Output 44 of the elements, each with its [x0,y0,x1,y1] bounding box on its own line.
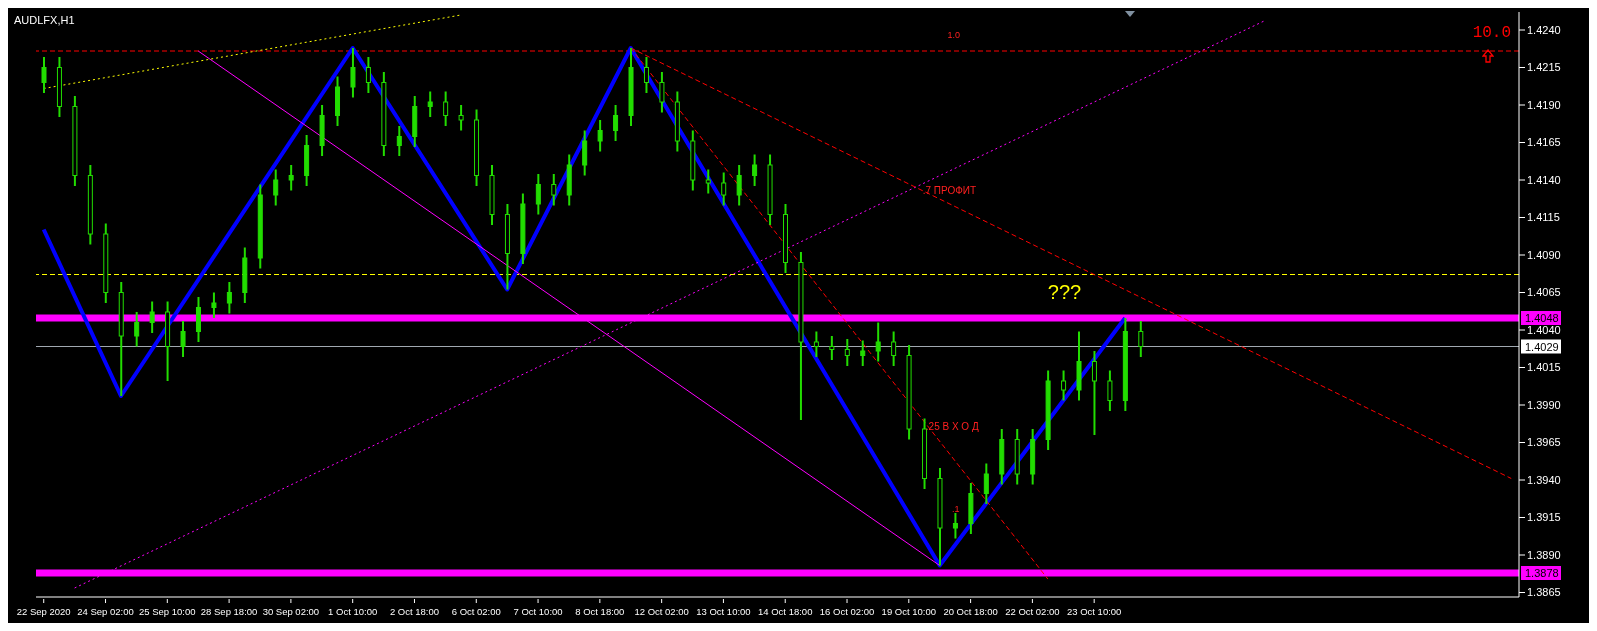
y-tick-label: 1.4115 [1527,211,1560,224]
y-tick-label: 1.3890 [1527,548,1561,561]
annotation: 1.0 [947,29,960,40]
y-tick-label: 1.3965 [1527,436,1561,449]
x-tick-label: 25 Sep 10:00 [139,606,196,617]
x-tick-label: 1 Oct 10:00 [328,606,378,617]
ref-line-label: 1.3878 [1525,567,1559,579]
y-tick-label: 1.4240 [1527,23,1561,36]
y-tick-label: 1.4015 [1527,361,1561,374]
x-tick-label: 19 Oct 10:00 [881,606,937,617]
chart-title: AUDLFX,H1 [14,14,75,26]
y-tick-label: 1.4190 [1527,98,1561,111]
y-tick-label: 1.4165 [1527,136,1561,149]
x-tick-label: 16 Oct 02:00 [819,606,875,617]
y-tick-label: 1.4140 [1527,173,1561,186]
annotation: 10.0 [1472,23,1512,42]
x-tick-label: 22 Oct 02:00 [1005,606,1060,617]
x-tick-label: 12 Oct 02:00 [634,606,689,617]
y-tick-label: 1.3915 [1527,511,1561,524]
annotation: .25 В Х О Д [925,420,979,432]
x-tick-label: 8 Oct 18:00 [575,606,625,617]
y-tick-label: 1.4040 [1527,323,1561,336]
annotation: .1 [952,503,960,514]
y-tick-label: 1.4090 [1527,248,1561,261]
y-tick-label: 1.3940 [1527,473,1561,486]
y-tick-label: 1.3865 [1527,586,1561,599]
ref-line-label: 1.4029 [1525,340,1559,353]
annotation: ??? [1047,281,1082,303]
ref-line-label: 1.4048 [1525,312,1559,324]
y-tick-label: 1.4215 [1527,61,1561,74]
x-tick-label: 20 Oct 18:00 [943,606,998,617]
annotation: .7 ПРОФИТ [922,185,977,196]
x-tick-label: 6 Oct 02:00 [451,606,501,617]
x-tick-label: 22 Sep 2020 [16,606,71,617]
x-tick-label: 14 Oct 18:00 [758,606,813,617]
x-tick-label: 28 Sep 18:00 [200,606,258,617]
x-tick-label: 2 Oct 18:00 [389,606,440,617]
x-tick-label: 24 Sep 02:00 [77,606,134,617]
y-tick-label: 1.4065 [1527,286,1561,299]
x-tick-label: 23 Oct 10:00 [1066,606,1122,617]
x-tick-label: 30 Sep 02:00 [262,606,320,617]
x-tick-label: 7 Oct 10:00 [513,606,563,617]
x-tick-label: 13 Oct 10:00 [696,606,751,617]
y-tick-label: 1.3990 [1527,398,1561,411]
